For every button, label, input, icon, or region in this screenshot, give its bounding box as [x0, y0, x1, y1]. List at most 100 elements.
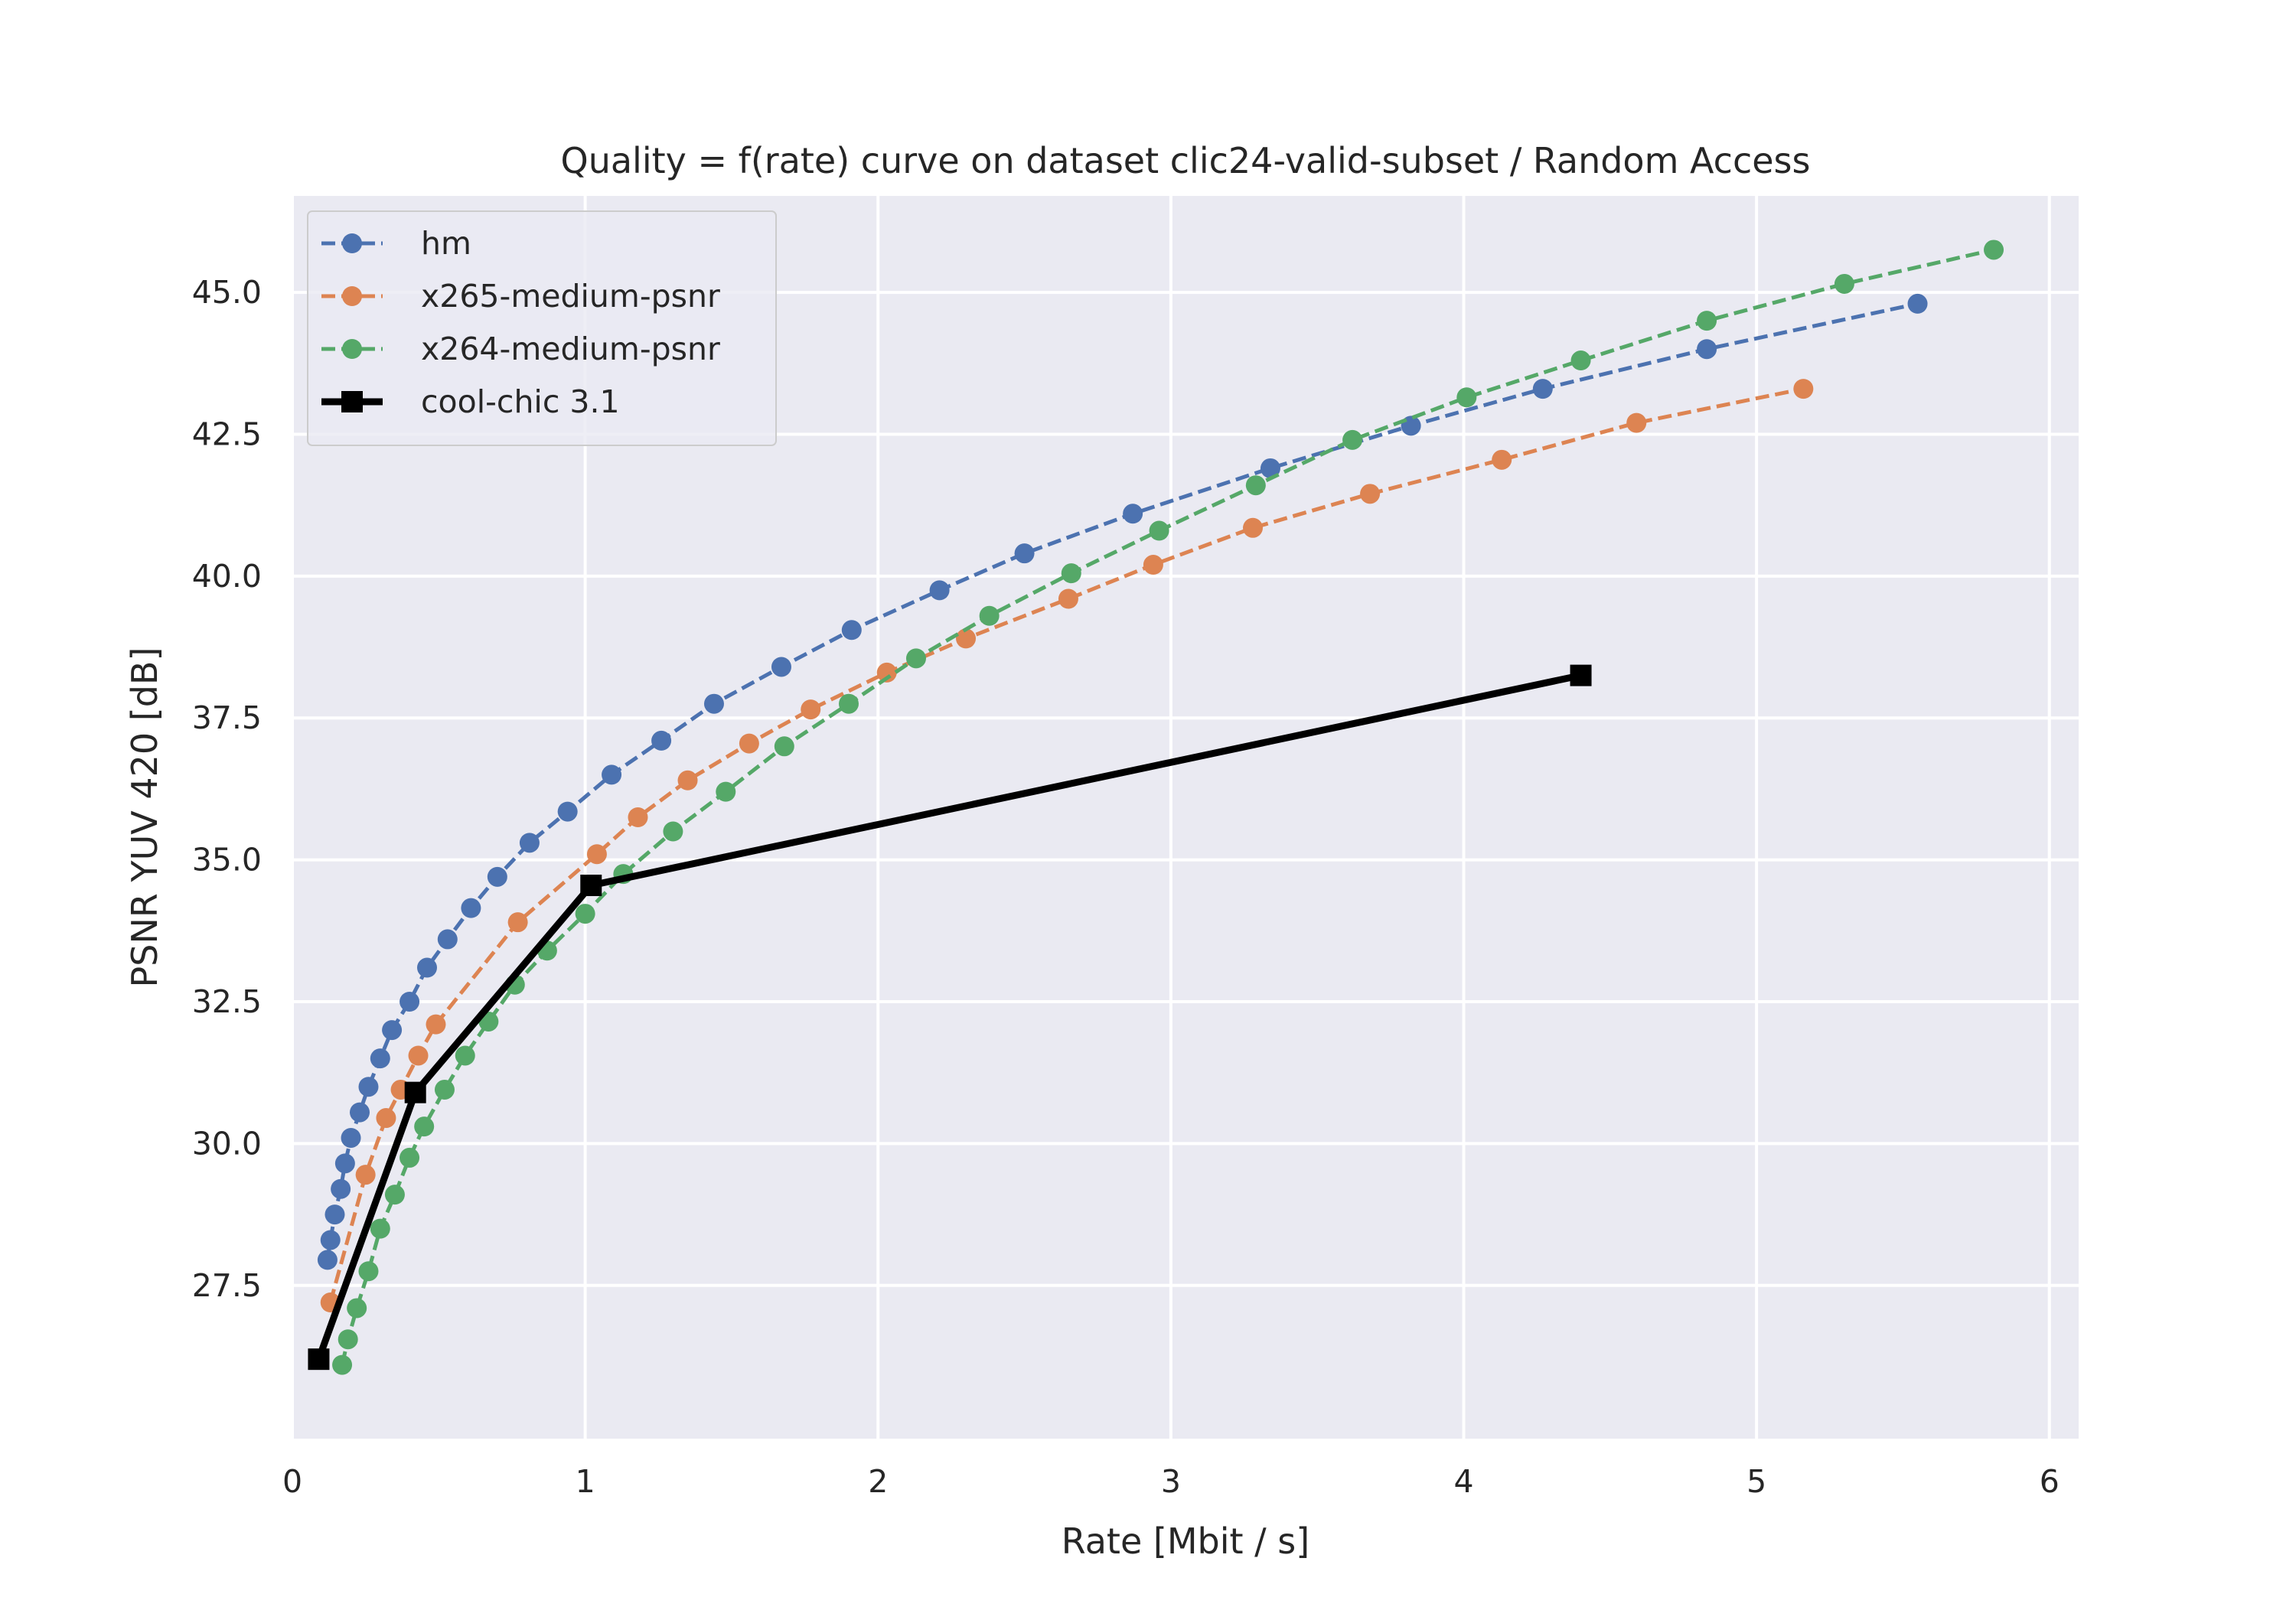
data-point-2-1: [338, 1329, 358, 1350]
data-point-2-8: [434, 1079, 455, 1100]
series-layer: [308, 240, 2004, 1375]
data-point-1-6: [507, 912, 528, 933]
data-point-2-27: [1697, 311, 1717, 331]
data-point-0-20: [771, 657, 791, 677]
series-line-3: [315, 672, 1582, 1361]
x-tick-label: 5: [1746, 1463, 1766, 1500]
data-point-0-10: [400, 992, 420, 1012]
data-point-2-23: [1245, 475, 1266, 496]
data-point-2-3: [358, 1261, 379, 1282]
data-point-0-14: [487, 866, 507, 887]
data-point-2-19: [905, 648, 926, 669]
data-point-2-7: [414, 1116, 435, 1137]
data-point-2-22: [1149, 520, 1169, 541]
data-point-1-9: [677, 770, 698, 790]
data-point-0-12: [437, 929, 458, 950]
data-point-0-19: [703, 693, 724, 714]
legend-marker: [342, 339, 362, 359]
data-point-2-5: [384, 1185, 405, 1205]
legend-marker: [342, 233, 362, 253]
data-point-0-11: [417, 957, 438, 978]
data-point-1-16: [1243, 517, 1264, 538]
data-point-0-23: [1014, 543, 1035, 564]
y-axis-label: PSNR YUV 420 [dB]: [124, 647, 165, 988]
legend-label: hm: [421, 225, 471, 262]
data-point-0-15: [519, 833, 540, 853]
data-point-2-20: [979, 605, 1000, 626]
data-point-0-28: [1697, 339, 1717, 360]
legend: hm x265-medium-psnr x264-medium-psnr cool-c…: [307, 210, 777, 446]
data-point-0-16: [557, 801, 578, 822]
data-point-1-12: [876, 662, 897, 683]
data-point-1-2: [376, 1108, 396, 1129]
y-tick-label: 45.0: [192, 274, 262, 311]
data-point-1-15: [1143, 555, 1163, 575]
data-point-1-10: [739, 733, 759, 754]
data-point-3-0: [308, 1348, 330, 1371]
data-point-1-19: [1626, 412, 1647, 433]
data-point-2-13: [575, 904, 595, 924]
data-point-1-7: [586, 844, 607, 865]
series-3: [308, 664, 1592, 1371]
data-point-2-6: [400, 1147, 420, 1168]
legend-label: cool-chic 3.1: [421, 383, 620, 420]
data-point-2-18: [838, 693, 859, 714]
data-point-0-27: [1532, 379, 1553, 399]
y-tick-label: 32.5: [192, 983, 262, 1020]
series-0: [317, 293, 1928, 1270]
legend-box: [307, 210, 777, 446]
data-point-1-8: [628, 807, 648, 827]
y-tick-label: 27.5: [192, 1267, 262, 1304]
data-point-0-7: [358, 1077, 379, 1097]
data-point-1-4: [408, 1045, 429, 1066]
data-point-0-25: [1260, 458, 1280, 478]
data-point-2-9: [455, 1045, 475, 1066]
data-point-2-29: [1984, 240, 2004, 260]
series-2: [332, 240, 2004, 1375]
data-point-1-1: [355, 1165, 376, 1185]
data-point-0-13: [461, 898, 481, 918]
data-point-0-3: [331, 1178, 351, 1199]
x-tick-label: 6: [2040, 1463, 2060, 1500]
data-point-2-2: [347, 1298, 367, 1319]
data-point-1-17: [1360, 484, 1381, 504]
legend-item-2: x264-medium-psnr: [321, 331, 720, 367]
data-point-2-25: [1456, 387, 1477, 408]
legend-marker: [342, 286, 362, 306]
data-point-0-18: [651, 730, 672, 751]
legend-marker: [341, 391, 363, 412]
data-point-0-4: [334, 1153, 355, 1174]
data-point-2-21: [1061, 563, 1081, 584]
data-point-1-20: [1793, 379, 1814, 399]
x-tick-label: 1: [576, 1463, 595, 1500]
data-point-0-24: [1123, 504, 1143, 524]
data-point-3-1: [404, 1081, 426, 1103]
legend-item-1: x265-medium-psnr: [321, 278, 720, 315]
data-point-2-4: [370, 1218, 390, 1239]
legend-item-3: cool-chic 3.1: [321, 383, 620, 420]
x-tick-label: 4: [1453, 1463, 1473, 1500]
legend-item-0: hm: [321, 225, 471, 262]
x-axis-label: Rate [Mbit / s]: [1062, 1521, 1309, 1562]
data-point-0-29: [1907, 293, 1928, 314]
data-point-1-11: [801, 699, 821, 720]
x-tick-label: 3: [1161, 1463, 1181, 1500]
data-point-0-8: [370, 1048, 390, 1069]
data-point-2-15: [663, 821, 683, 842]
data-point-0-1: [320, 1230, 341, 1250]
y-tick-label: 42.5: [192, 416, 262, 452]
legend-label: x265-medium-psnr: [421, 278, 720, 315]
data-point-2-26: [1570, 350, 1591, 371]
data-point-0-0: [317, 1250, 338, 1270]
data-point-2-0: [332, 1354, 353, 1375]
data-point-0-22: [929, 580, 950, 601]
series-1: [320, 379, 1814, 1313]
y-tick-label: 37.5: [192, 699, 262, 736]
data-point-0-6: [350, 1102, 370, 1123]
data-point-0-5: [341, 1127, 361, 1148]
data-point-2-17: [774, 736, 794, 757]
data-point-0-2: [325, 1204, 345, 1225]
data-point-3-2: [580, 874, 602, 896]
data-point-0-21: [841, 620, 862, 641]
